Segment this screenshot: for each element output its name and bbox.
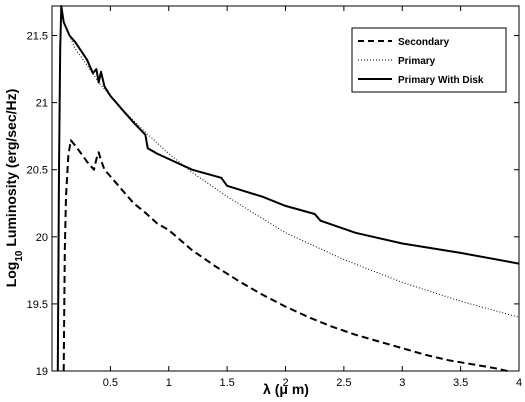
legend: Secondary Primary Primary With Disk [351, 27, 507, 93]
series-line-primary-with-disk [56, 5, 520, 372]
x-tick-label: 1.5 [219, 377, 234, 389]
y-axis-label-subscript: 10 [14, 250, 25, 262]
y-tick-label: 21.5 [27, 31, 48, 43]
x-tick-label: 3 [399, 377, 405, 389]
plot-marks [56, 5, 520, 372]
y-tick-label: 20.5 [27, 165, 48, 177]
x-tick-label: 2 [282, 377, 288, 389]
y-tick-label: 19.5 [27, 299, 48, 311]
y-axis-label-rest: Luminosity (erg/sec/Hz) [3, 89, 19, 251]
x-axis-label: λ (μ m) [263, 381, 309, 397]
legend-label-primary: Primary [398, 56, 436, 67]
legend-label-primary-with-disk: Primary With Disk [398, 75, 484, 86]
x-tick-label: 0.5 [103, 377, 118, 389]
series-line-secondary [62, 139, 508, 372]
axis-ticks: 0.5 1 1.5 2 2.5 3 3.5 4 19 19.5 20 20.5 21 21.5 [27, 6, 522, 389]
legend-label-secondary: Secondary [398, 37, 450, 48]
y-tick-label: 20 [36, 232, 48, 244]
y-tick-label: 21 [36, 98, 48, 110]
x-tick-label: 1 [166, 377, 172, 389]
x-tick-label: 3.5 [453, 377, 468, 389]
x-tick-label: 4 [516, 377, 522, 389]
y-axis-label-prefix: Log [3, 262, 19, 288]
y-tick-label: 19 [36, 366, 48, 378]
y-axis-label: Log10 Luminosity (erg/sec/Hz) [3, 89, 25, 288]
x-tick-label: 2.5 [336, 377, 351, 389]
legend-box [351, 27, 507, 93]
